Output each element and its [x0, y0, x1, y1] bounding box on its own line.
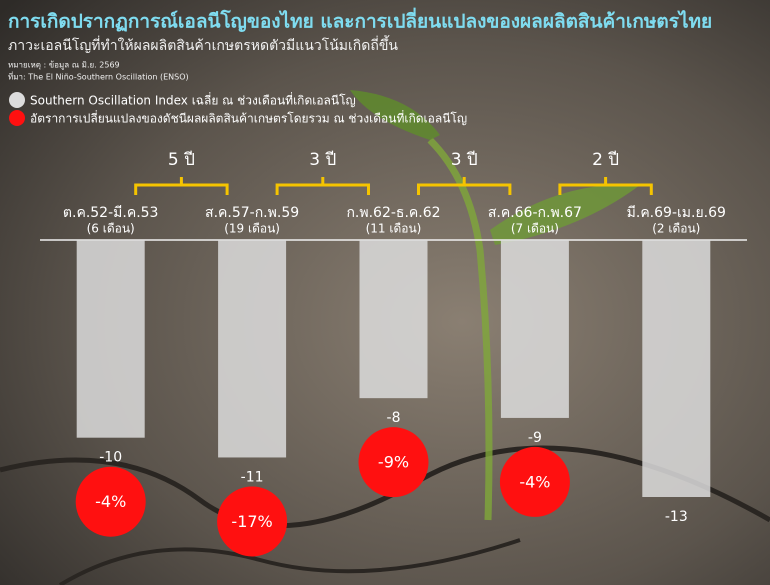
x-tick-label: ก.พ.62-ธ.ค.62 — [346, 205, 440, 221]
legend-label: Southern Oscillation Index เฉลี่ย ณ ช่วง… — [30, 92, 356, 108]
interval-label: 5 ปี — [168, 150, 195, 170]
x-tick-note: (7 เดือน) — [511, 222, 559, 236]
interval-bracket — [134, 177, 229, 195]
change-circle — [75, 466, 146, 537]
bar — [76, 240, 145, 438]
bar — [500, 240, 569, 418]
note: หมายเหตุ : ข้อมูล ณ มิ.ย. 2569 — [8, 61, 120, 71]
bar — [359, 240, 428, 399]
x-tick-note: (19 เดือน) — [224, 222, 280, 236]
plant-leaf — [490, 184, 640, 245]
crack — [58, 538, 521, 585]
interval-label: 2 ปี — [592, 150, 619, 170]
x-tick-note: (11 เดือน) — [366, 222, 422, 236]
change-label: -4% — [95, 492, 126, 511]
x-tick-note: (2 เดือน) — [652, 222, 700, 236]
plant-stem — [427, 137, 493, 521]
legend-marker — [9, 92, 25, 108]
interval-label: 3 ปี — [309, 150, 336, 170]
change-circle — [217, 486, 288, 557]
change-label: -4% — [519, 472, 550, 491]
x-tick-label: ส.ค.57-ก.พ.59 — [205, 205, 299, 221]
legend-marker — [9, 110, 25, 126]
interval-bracket — [417, 177, 512, 195]
value-label: -9 — [528, 430, 542, 446]
bar — [642, 240, 711, 497]
title: การเกิดปรากฏการณ์เอลนีโญของไทย และการเปล… — [8, 8, 712, 33]
x-tick-label: ต.ค.52-มี.ค.53 — [63, 205, 159, 221]
value-label: -13 — [665, 509, 688, 525]
source: ที่มา: The El Niño-Southern Oscillation … — [8, 71, 189, 82]
interval-bracket — [558, 177, 653, 195]
change-circle — [499, 446, 570, 517]
interval-label: 3 ปี — [451, 150, 478, 170]
value-label: -10 — [99, 450, 122, 466]
x-tick-label: ส.ค.66-ก.พ.67 — [488, 205, 582, 221]
change-label: -9% — [378, 453, 409, 472]
crack — [0, 445, 770, 529]
legend-label: อัตราการเปลี่ยนแปลงของดัชนีผลผลิตสินค้าเ… — [30, 110, 467, 126]
change-circle — [358, 427, 429, 498]
x-tick-label: มี.ค.69-เม.ย.69 — [627, 205, 726, 221]
plant-leaf — [350, 90, 440, 140]
x-tick-note: (6 เดือน) — [87, 222, 135, 236]
interval-bracket — [275, 177, 370, 195]
subtitle: ภาวะเอลนีโญที่ทำให้ผลผลิตสินค้าเกษตรหดตั… — [8, 35, 398, 54]
value-label: -11 — [241, 469, 264, 485]
change-label: -17% — [231, 512, 272, 531]
value-label: -8 — [387, 410, 401, 426]
bar — [218, 240, 287, 458]
